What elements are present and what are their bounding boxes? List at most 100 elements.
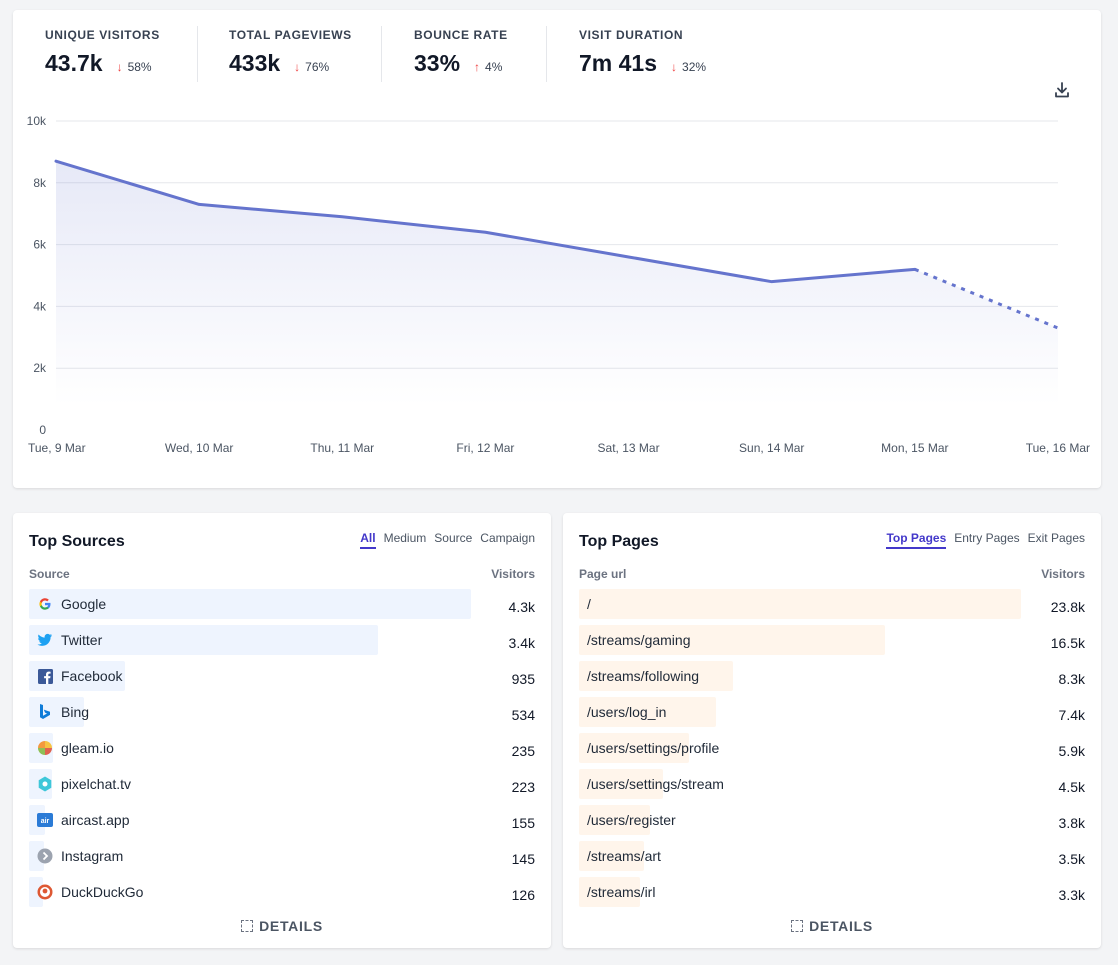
list-item[interactable]: /users/register 3.8k	[579, 805, 1085, 841]
row-label: /	[587, 589, 591, 619]
list-item[interactable]: Instagram 145	[29, 841, 535, 877]
expand-icon	[791, 920, 804, 932]
row-value: 3.4k	[508, 635, 535, 651]
stat-label: UNIQUE VISITORS	[45, 28, 160, 42]
list-item[interactable]: Google 4.3k	[29, 589, 535, 625]
stat-value: 433k	[229, 50, 281, 76]
tab-exit-pages[interactable]: Exit Pages	[1027, 531, 1085, 545]
list-item[interactable]: DuckDuckGo 126	[29, 877, 535, 913]
x-tick-label: Wed, 10 Mar	[165, 441, 233, 455]
top-pages-card: Top Pages Top Pages Entry Pages Exit Pages…	[563, 513, 1101, 948]
visitors-bar	[29, 841, 44, 871]
row-value: 7.4k	[1058, 707, 1085, 723]
list-item[interactable]: /users/settings/profile 5.9k	[579, 733, 1085, 769]
list-item[interactable]: /streams/gaming 16.5k	[579, 625, 1085, 661]
page-url-column-header: Page url	[579, 567, 627, 581]
list-item[interactable]: /streams/art 3.5k	[579, 841, 1085, 877]
y-tick-label: 0	[39, 423, 46, 437]
row-label-text: /users/register	[587, 812, 676, 828]
list-item[interactable]: / 23.8k	[579, 589, 1085, 625]
list-item[interactable]: Twitter 3.4k	[29, 625, 535, 661]
row-label: Twitter	[37, 625, 102, 655]
arrow-down-icon: ↓	[671, 60, 678, 74]
row-value: 145	[511, 851, 535, 867]
list-item[interactable]: /streams/irl 3.3k	[579, 877, 1085, 913]
twitter-icon	[37, 632, 53, 648]
arrow-up-icon: ↑	[474, 60, 481, 74]
visitors-bar	[579, 841, 644, 871]
list-item[interactable]: pixelchat.tv 223	[29, 769, 535, 805]
visitors-bar	[579, 769, 663, 799]
row-label-text: Instagram	[61, 848, 124, 864]
y-tick-label: 2k	[33, 361, 47, 375]
arrow-down-icon: ↓	[116, 60, 123, 74]
row-label-text: /	[587, 596, 591, 612]
arrow-down-icon: ↓	[294, 60, 301, 74]
stat-change: ↓ 32%	[671, 60, 707, 74]
row-value: 16.5k	[1050, 635, 1085, 651]
tab-entry-pages[interactable]: Entry Pages	[954, 531, 1020, 545]
list-item[interactable]: Bing 534	[29, 697, 535, 733]
row-label: /users/log_in	[587, 697, 666, 727]
tab-source[interactable]: Source	[434, 531, 473, 545]
x-tick-label: Sat, 13 Mar	[598, 441, 660, 455]
list-item[interactable]: /streams/following 8.3k	[579, 661, 1085, 697]
stat-label: TOTAL PAGEVIEWS	[229, 28, 352, 42]
pages-tabs: Top Pages Entry Pages Exit Pages	[886, 531, 1085, 549]
tab-medium[interactable]: Medium	[383, 531, 427, 545]
tab-top-pages[interactable]: Top Pages	[886, 531, 947, 549]
visitors-line-chart[interactable]: 0 2k 4k 6k 8k 10k Tue, 9 Mar Wed, 10 Mar Thu, 11…	[13, 10, 1101, 488]
stat-total-pageviews[interactable]: TOTAL PAGEVIEWS 433k ↓ 76%	[229, 28, 352, 77]
x-tick-label: Fri, 12 Mar	[456, 441, 514, 455]
pages-details-button[interactable]: DETAILS	[563, 918, 1101, 934]
x-tick-label: Mon, 15 Mar	[881, 441, 948, 455]
y-tick-label: 8k	[33, 176, 47, 190]
row-label-text: /streams/art	[587, 848, 661, 864]
stat-divider	[546, 26, 547, 82]
row-label-text: /streams/irl	[587, 884, 656, 900]
stat-change: ↑ 4%	[474, 60, 503, 74]
stat-divider	[381, 26, 382, 82]
facebook-icon	[37, 668, 53, 684]
row-label: /users/settings/profile	[587, 733, 719, 763]
row-label: /users/settings/stream	[587, 769, 724, 799]
gleam-icon	[37, 740, 53, 756]
visitors-bar	[579, 589, 1021, 619]
visitors-bar	[579, 661, 734, 691]
stat-unique-visitors[interactable]: UNIQUE VISITORS 43.7k ↓ 58%	[45, 28, 160, 77]
sources-details-button[interactable]: DETAILS	[13, 918, 551, 934]
sources-list: Google 4.3k Twitter 3.4k Facebook 935 Bing 534 g…	[29, 589, 535, 913]
row-value: 5.9k	[1058, 743, 1085, 759]
download-icon[interactable]	[1053, 81, 1071, 99]
row-label-text: Bing	[61, 704, 90, 720]
row-label-text: /users/log_in	[587, 704, 667, 720]
row-label: /streams/art	[587, 841, 661, 871]
stat-divider	[197, 26, 198, 82]
row-label-text: aircast.app	[61, 812, 130, 828]
row-value: 4.5k	[1058, 779, 1085, 795]
tab-campaign[interactable]: Campaign	[480, 531, 535, 545]
row-value: 3.3k	[1058, 887, 1085, 903]
instagram-icon	[37, 848, 53, 864]
row-label: /users/register	[587, 805, 676, 835]
visitors-bar	[29, 625, 379, 655]
list-item[interactable]: air aircast.app 155	[29, 805, 535, 841]
list-item[interactable]: Facebook 935	[29, 661, 535, 697]
stat-visit-duration[interactable]: VISIT DURATION 7m 41s ↓ 32%	[579, 28, 706, 77]
row-label: pixelchat.tv	[37, 769, 131, 799]
row-label-text: Twitter	[61, 632, 103, 648]
stat-change: ↓ 76%	[294, 60, 330, 74]
stat-bounce-rate[interactable]: BOUNCE RATE 33% ↑ 4%	[414, 28, 508, 77]
stat-value: 43.7k	[45, 50, 103, 76]
visitors-column-header: Visitors	[1041, 567, 1085, 581]
row-label-text: Facebook	[61, 668, 123, 684]
row-label: Facebook	[37, 661, 122, 691]
row-label-text: /users/settings/profile	[587, 740, 720, 756]
tab-all[interactable]: All	[360, 531, 376, 549]
row-label-text: Google	[61, 596, 107, 612]
visitors-column-header: Visitors	[491, 567, 535, 581]
list-item[interactable]: /users/settings/stream 4.5k	[579, 769, 1085, 805]
x-tick-label: Sun, 14 Mar	[739, 441, 804, 455]
list-item[interactable]: gleam.io 235	[29, 733, 535, 769]
list-item[interactable]: /users/log_in 7.4k	[579, 697, 1085, 733]
